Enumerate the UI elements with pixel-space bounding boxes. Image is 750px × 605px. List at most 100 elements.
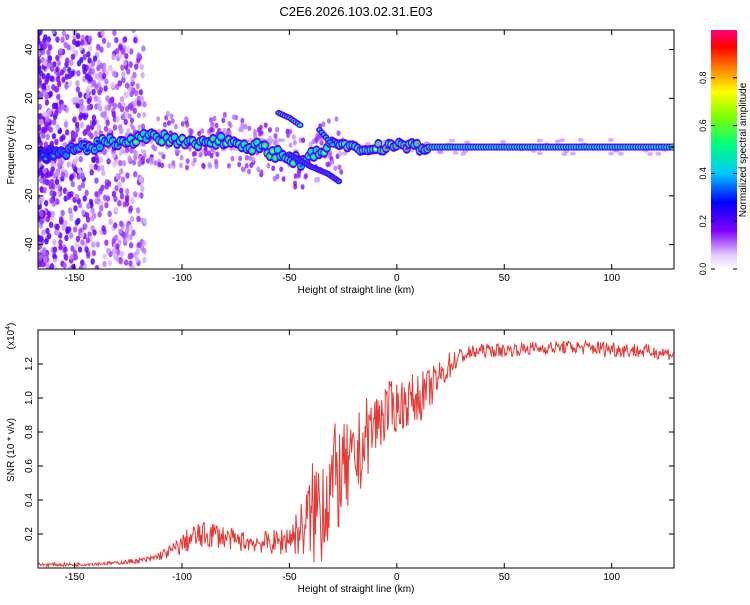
spectrogram-speckle <box>607 138 614 143</box>
spectrogram-speckle <box>314 177 319 183</box>
spectrogram-speckle <box>121 160 127 167</box>
spectrogram-speckle <box>102 253 108 260</box>
spectrogram-speckle <box>129 48 134 55</box>
spectrogram-speckle <box>279 138 286 143</box>
spectrogram-speckle <box>128 61 133 68</box>
spectrogram-speckle <box>95 73 100 80</box>
spectrogram-speckle <box>94 191 99 198</box>
spectrogram-speckle <box>117 102 122 109</box>
spectrogram-speckle <box>78 265 84 269</box>
spectrogram-speckle <box>111 111 116 118</box>
spectrogram-speckle <box>69 232 74 239</box>
spectrogram-speckle <box>201 162 206 169</box>
spectrogram-speckle <box>86 202 91 210</box>
spectrogram-speckle <box>300 184 305 190</box>
colorbar-tick-label: 0.8 <box>698 72 708 85</box>
ridge-core <box>276 148 280 152</box>
spectrogram-speckle <box>577 137 584 142</box>
spectrogram-speckle <box>267 127 272 133</box>
spectrogram-speckle <box>301 137 306 144</box>
ridge-core <box>374 147 378 151</box>
spectrogram-speckle <box>178 162 183 169</box>
spectrogram-speckle <box>251 156 256 162</box>
spectrogram-speckle <box>48 90 53 98</box>
spectrogram-speckle <box>70 180 75 188</box>
spectrogram-speckle <box>140 72 145 79</box>
spectrogram-speckle <box>108 64 113 72</box>
spectrogram-speckle <box>116 249 121 256</box>
spectrogram-speckle <box>128 242 134 249</box>
spectrogram-speckle <box>85 237 91 244</box>
spectrogram-speckle <box>119 187 124 194</box>
spectrogram-speckle <box>122 149 129 154</box>
spectrogram-speckle <box>132 149 137 155</box>
y-tick-label: 0.4 <box>24 493 35 507</box>
colorbar-tick-label: 0.6 <box>698 119 708 132</box>
spectrogram-speckle <box>303 173 308 179</box>
branch-core <box>336 179 341 183</box>
spectrogram-speckle <box>119 168 124 175</box>
spectrogram-speckle <box>42 256 48 263</box>
spectrogram-speckle <box>214 122 219 129</box>
spectrogram-speckle <box>117 52 123 59</box>
spectrogram-speckle <box>70 245 75 252</box>
spectrogram-speckle <box>38 113 43 120</box>
ridge-core <box>273 156 277 160</box>
spectrogram-speckle <box>291 134 296 140</box>
y-tick-label: 1.0 <box>24 391 35 405</box>
y-tick-label: -20 <box>24 188 35 203</box>
spectrogram-speckle <box>86 97 92 105</box>
spectrogram-speckle <box>86 51 91 58</box>
spectrogram-speckle <box>128 260 133 267</box>
spectrogram-speckle <box>97 211 102 218</box>
spectrogram-speckle <box>97 88 102 96</box>
spectrogram-speckle <box>185 164 190 171</box>
spectrogram-speckle <box>173 148 180 153</box>
x-tick-label: -150 <box>65 572 85 583</box>
spectrogram-speckle <box>69 59 74 66</box>
spectrogram-speckle <box>193 150 198 157</box>
spectrogram-speckle <box>96 124 102 132</box>
spectrogram-speckle <box>100 164 105 172</box>
spectrogram-speckle <box>279 166 284 173</box>
x-tick-label: 0 <box>394 273 400 284</box>
spectrogram-speckle <box>103 85 108 92</box>
spectrogram-speckle <box>124 195 130 203</box>
spectrogram-speckle <box>78 107 84 114</box>
spectrogram-speckle <box>101 225 106 232</box>
colorbar-tick-label: 0.0 <box>698 263 708 276</box>
ridge-core <box>271 149 275 153</box>
spectrogram-speckle <box>75 102 80 109</box>
y-tick-label: 1.2 <box>24 357 35 371</box>
spectrogram-speckle <box>136 112 141 119</box>
spectrogram-speckle <box>118 149 124 156</box>
spectrogram-speckle <box>38 137 42 144</box>
ridge-core <box>82 143 87 147</box>
spectrogram-speckle <box>85 216 91 223</box>
spectrogram-speckle <box>112 161 117 168</box>
spectrogram-speckle <box>73 50 79 57</box>
spectrogram-speckle <box>49 65 55 72</box>
spectrogram-speckle <box>38 254 43 262</box>
spectrogram-speckle <box>63 252 68 260</box>
x-tick-label: 50 <box>499 572 511 583</box>
spectrogram-speckle <box>246 168 251 175</box>
spectrogram-speckle <box>87 35 93 43</box>
spectrogram-speckle <box>131 87 136 94</box>
spectrogram-speckle <box>125 68 131 75</box>
spectrogram-speckle <box>38 242 43 250</box>
spectrogram-speckle <box>88 45 93 52</box>
spectrogram-speckle <box>107 128 112 135</box>
spectrogram-speckle <box>61 224 66 231</box>
colorbar-tick-label: 0.2 <box>698 215 708 228</box>
ridge-core <box>376 142 380 146</box>
spectrogram-speckle <box>234 114 239 121</box>
spectrogram-speckle <box>57 107 62 114</box>
spectrogram-speckle <box>449 138 456 143</box>
spectrogram-speckle <box>49 263 55 269</box>
spectrogram-speckle <box>244 155 249 161</box>
spectrogram-speckle <box>464 140 471 145</box>
spectrogram-speckle <box>98 200 104 207</box>
spectrogram-speckle <box>60 36 65 44</box>
